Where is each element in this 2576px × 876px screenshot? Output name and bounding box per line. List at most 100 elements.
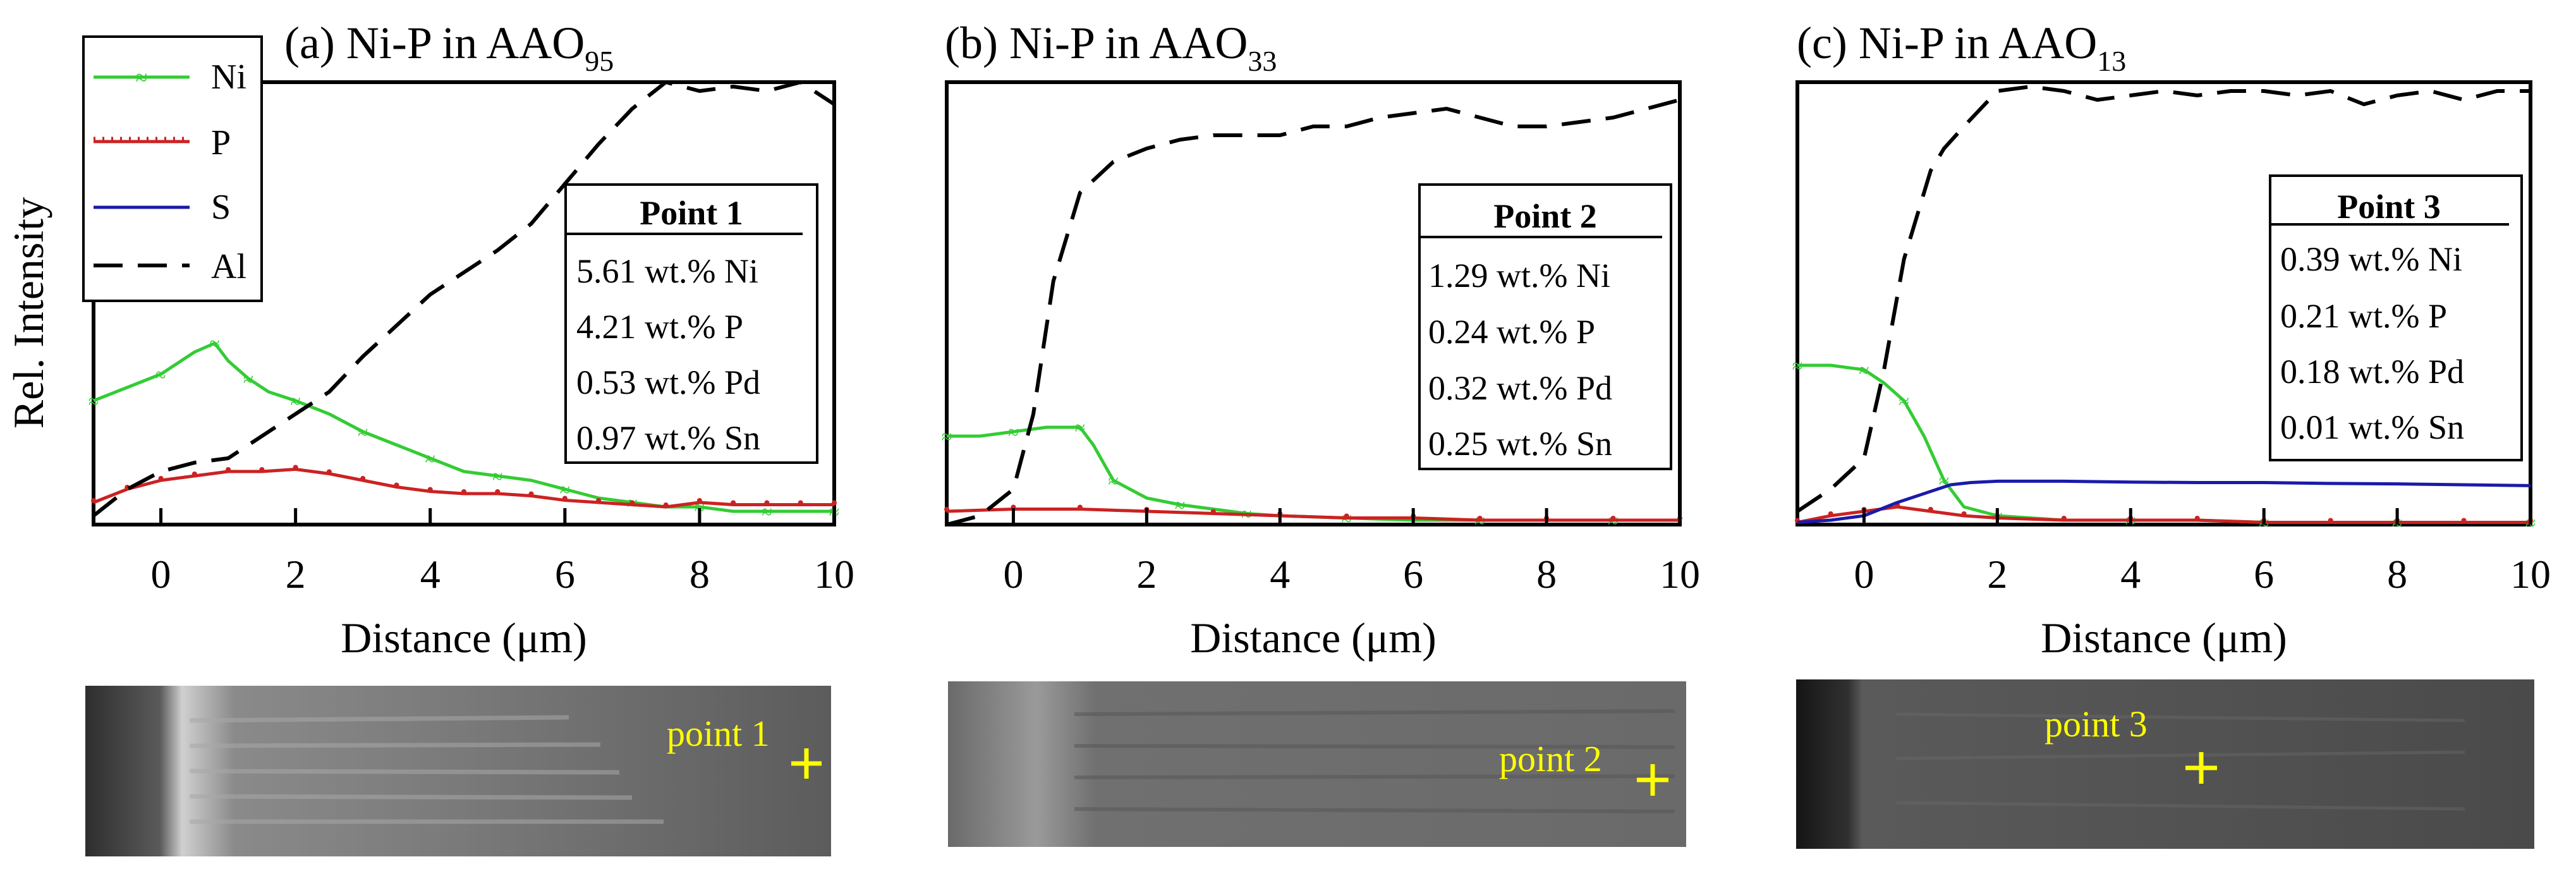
series-point-c-p-4 [1928,507,1933,512]
series-point-b-p-8 [1477,516,1483,521]
x-axis-label-a: Distance (μm) [341,614,587,662]
series-line-a-al [92,80,835,518]
info-box-b: Point 2 1.29 wt.% Ni 0.24 wt.% P 0.32 wt… [1418,183,1672,470]
series-point-a-p-14 [562,496,568,501]
series-point-a-p-0 [91,498,96,503]
sem-label-a: point 1 [667,713,770,754]
series-point-c-p-7 [2061,516,2067,521]
series-point-a-p-16 [629,500,635,506]
series-layer-a: ≈≈≈≈≈≈≈≈≈≈≈≈≈ [88,80,839,523]
x-tick-label-a-2: 4 [420,552,440,597]
series-point-c-p-13 [2461,518,2467,523]
x-tick-label-b-0: 0 [1003,552,1023,597]
series-line-a-p [93,468,834,509]
info-line-b-ni: 1.29 wt.% Ni [1428,257,1610,295]
chart-panel-a: (a) Ni-P in AAO95 ≈≈≈≈≈≈≈≈≈≈≈≈≈ 0246810 … [88,18,854,662]
series-point-b-ni-4: ≈ [1075,418,1085,439]
series-point-a-p-15 [596,498,602,503]
x-tick-label-b-5: 10 [1660,552,1700,597]
legend-item-al: Al [94,247,246,286]
info-line-c-sn: 0.01 wt.% Sn [2280,408,2464,446]
series-point-b-ni-2: ≈ [1008,422,1018,443]
sem-label-b: point 2 [1499,738,1602,779]
series-point-c-p-5 [1961,511,1967,516]
series-point-a-p-17 [663,502,669,508]
series-point-c-ni-4: ≈ [1899,391,1909,412]
x-tick-label-a-0: 0 [151,552,171,597]
series-point-b-p-0 [944,507,949,512]
legend-label-al: Al [211,247,246,286]
plot-area-b [945,80,1682,526]
series-line-b-al [946,98,1680,526]
series-point-c-ni-2: ≈ [1859,360,1869,381]
x-tick-label-b-2: 4 [1270,552,1290,597]
crosshair-b [1637,764,1668,796]
series-point-a-p-4 [226,467,231,472]
x-tick-label-c-1: 2 [1987,552,2007,597]
info-line-a-ni: 5.61 wt.% Ni [576,252,758,290]
x-tick-label-b-4: 8 [1536,552,1557,597]
sem-image-c: point 3 [1796,679,2534,849]
series-point-a-p-13 [528,491,534,497]
series-point-a-ni-12: ≈ [425,449,435,470]
series-point-a-p-11 [461,489,466,494]
plot-area-a [92,80,836,526]
crosshair-a [791,748,822,779]
x-tick-label-a-4: 8 [690,552,710,597]
x-ticks-b: 0 2 4 6 8 10 [1003,508,1700,597]
series-line-c-al [1796,85,2530,513]
svg-text:≈: ≈ [136,66,148,90]
series-point-b-ni-6: ≈ [1108,471,1118,492]
info-line-a-p: 4.21 wt.% P [576,308,743,346]
series-point-b-p-4 [1210,509,1216,514]
series-point-a-p-12 [495,489,501,494]
legend-label-s: S [211,188,231,227]
series-point-a-p-3 [191,471,197,477]
x-tick-label-c-2: 4 [2120,552,2141,597]
series-point-a-p-9 [394,482,399,488]
x-tick-label-c-5: 10 [2510,552,2551,597]
series-point-a-p-7 [326,469,332,475]
info-line-b-sn: 0.25 wt.% Sn [1428,425,1612,463]
series-point-b-p-2 [1077,504,1083,510]
x-tick-label-b-1: 2 [1136,552,1157,597]
series-line-a-ni [93,341,834,513]
x-ticks-a: 0 2 4 6 8 10 [151,508,854,597]
info-box-title-a: Point 1 [640,194,743,232]
x-tick-label-b-3: 6 [1403,552,1423,597]
y-axis-label: Rel. Intensity [4,197,52,429]
x-axis-label-c: Distance (μm) [2041,614,2287,662]
series-point-a-ni-14: ≈ [492,466,502,487]
series-point-a-p-18 [696,498,702,503]
info-line-c-ni: 0.39 wt.% Ni [2280,240,2462,278]
series-point-c-ni-0: ≈ [1792,356,1802,377]
info-line-a-pd: 0.53 wt.% Pd [576,363,760,401]
x-tick-label-c-0: 0 [1854,552,1874,597]
info-line-c-pd: 0.18 wt.% Pd [2280,353,2464,391]
series-point-b-p-6 [1344,513,1349,519]
panel-title-b: (b) Ni-P in AAO33 [945,18,1277,77]
legend-item-ni: ≈ Ni [94,58,246,97]
series-line-c-s [1797,479,2531,524]
x-tick-label-a-3: 6 [555,552,575,597]
x-tick-label-c-4: 8 [2387,552,2407,597]
series-point-a-p-6 [293,465,298,470]
series-point-a-ni-6: ≈ [243,369,253,390]
series-point-a-p-19 [731,500,736,506]
series-point-b-p-10 [1610,516,1616,521]
series-line-b-p [946,508,1680,522]
legend-label-ni: Ni [211,58,246,97]
series-point-a-ni-10: ≈ [358,422,368,443]
info-line-b-pd: 0.32 wt.% Pd [1428,369,1612,407]
series-point-a-ni-0: ≈ [88,391,99,412]
legend-item-s: S [94,188,231,227]
x-tick-label-c-3: 6 [2254,552,2274,597]
series-point-a-p-22 [832,500,837,506]
panel-title-a: (a) Ni-P in AAO95 [284,18,614,77]
series-point-a-ni-22: ≈ [762,502,772,523]
info-line-b-p: 0.24 wt.% P [1428,313,1595,351]
series-point-a-ni-16: ≈ [560,480,570,501]
info-line-c-p: 0.21 wt.% P [2280,297,2447,335]
series-point-a-p-10 [427,487,433,492]
